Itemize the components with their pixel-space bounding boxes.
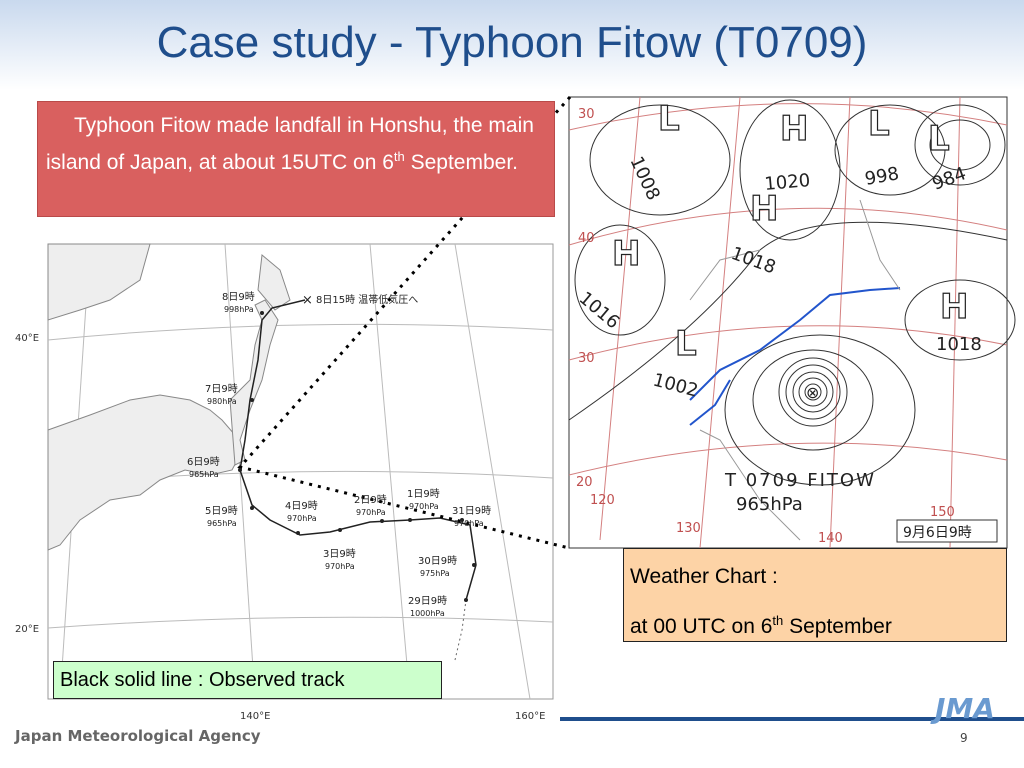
track-x: × (302, 293, 313, 308)
track-time: 8日9時 (222, 291, 255, 303)
note-tail: September (783, 615, 892, 638)
track-pressure: 998hPa (224, 305, 254, 314)
track-point (408, 518, 412, 522)
coast (689, 199, 901, 541)
note-sup: th (772, 613, 784, 628)
extratropical-label: 8日15時 温帯低気圧へ (316, 293, 418, 306)
typhoon-pressure: 965hPa (736, 494, 803, 515)
system-symbol: L (928, 119, 950, 159)
callout-text: Typhoon Fitow made landfall in Honshu, t… (46, 114, 534, 174)
note: Weather Chart : at 00 UTC on 6th Septemb… (623, 548, 1007, 642)
track-point (380, 519, 384, 523)
track-point (250, 506, 254, 510)
system-symbol: L (675, 324, 697, 364)
note-text: at 00 UTC on 6 (630, 615, 773, 638)
track-forming (454, 599, 467, 661)
track-pressure: 965hPa (189, 470, 219, 479)
track-point (464, 598, 468, 602)
track-time: 5日9時 (205, 505, 238, 517)
track-point (238, 468, 242, 472)
track-point (260, 311, 264, 315)
note-line: at 00 UTC on 6th September (630, 599, 1000, 649)
track-point (338, 528, 342, 532)
grid-label: 30 (578, 351, 595, 366)
title: Case study - Typhoon Fitow (T0709) (156, 18, 868, 67)
track-pressure: 975hPa (420, 569, 450, 578)
track-pressure: 970hPa (356, 508, 386, 517)
axis-label: 40°E (15, 333, 39, 344)
system-symbol: H (940, 287, 968, 327)
typhoon-symbol: ⊗ (806, 383, 819, 402)
system-symbol: H (780, 109, 808, 149)
system-symbol: L (868, 104, 890, 144)
track-pressure: 970hPa (454, 519, 484, 528)
track-pressure: 1000hPa (410, 609, 445, 618)
footer-agency: Japan Meteorological Agency (14, 727, 261, 745)
track-pressure: 970hPa (287, 514, 317, 523)
stamp: 9月6日9時 (903, 525, 972, 541)
track-pressure: 970hPa (325, 562, 355, 571)
axis-label: 20°E (15, 624, 39, 635)
axis-label: 140°E (240, 711, 270, 722)
grid-label: 120 (590, 493, 615, 508)
observed-track (239, 299, 477, 601)
note-line: Weather Chart : (630, 565, 778, 588)
callout: Typhoon Fitow made landfall in Honshu, t… (37, 101, 555, 217)
track-point (460, 518, 464, 522)
track-point (472, 563, 476, 567)
system-pressure: 1020 (764, 170, 811, 195)
footer-bar (560, 717, 1024, 721)
front (689, 379, 731, 426)
track-time: 6日9時 (187, 456, 220, 468)
grid-label: 30 (578, 107, 595, 122)
grid-label: 40 (578, 231, 595, 246)
axis-label: 160°E (515, 711, 545, 722)
track-time: 30日9時 (418, 555, 457, 567)
grid-label: 20 (576, 475, 593, 490)
system-pressure: 1018 (936, 334, 982, 355)
track-time: 31日9時 (452, 505, 491, 517)
stamp-box (896, 519, 998, 543)
grid-label: 130 (676, 521, 701, 536)
track-time: 3日9時 (323, 548, 356, 560)
grid-label: 150 (930, 505, 955, 520)
callout-tail: September. (404, 151, 518, 174)
track-time: 2日9時 (354, 494, 387, 506)
grid-label: 140 (818, 531, 843, 546)
track-time: 29日9時 (408, 595, 447, 607)
weather-chart (568, 96, 1008, 549)
callout-sup: th (393, 149, 405, 164)
track-point (250, 398, 254, 402)
track-time: 1日9時 (407, 488, 440, 500)
system-symbol: H (612, 234, 640, 274)
track-time: 4日9時 (285, 500, 318, 512)
chart-grid (568, 96, 1008, 549)
system-symbol: L (658, 99, 680, 139)
track-pressure: 970hPa (409, 502, 439, 511)
track-pressure: 980hPa (207, 397, 237, 406)
legend: Black solid line : Observed track (53, 661, 442, 699)
page-number: 9 (960, 731, 968, 745)
system-symbol: H (750, 189, 778, 229)
coast (47, 243, 151, 321)
track-pressure: 965hPa (207, 519, 237, 528)
coast (47, 394, 241, 551)
connector (237, 96, 572, 550)
footer-logo: JMA (930, 692, 995, 725)
track-point (296, 531, 300, 535)
front (689, 287, 901, 401)
track-time: 7日9時 (205, 383, 238, 395)
typhoon-name: T 0709 FITOW (724, 470, 876, 491)
